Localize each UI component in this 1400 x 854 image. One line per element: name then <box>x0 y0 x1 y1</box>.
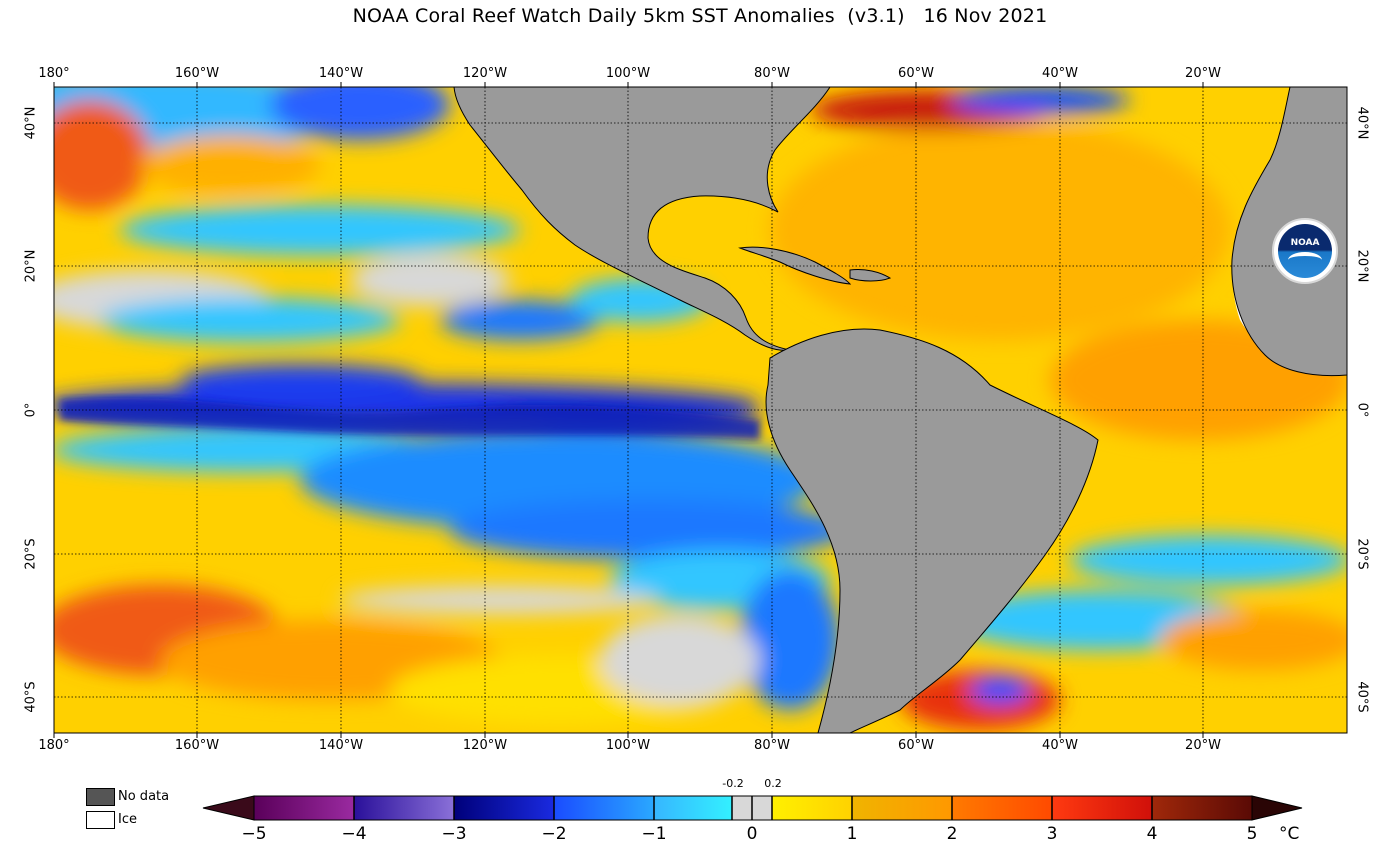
lon-label-top: 180° <box>38 66 70 81</box>
colorbar-tick-label: −2 <box>541 824 567 844</box>
south-america-land <box>765 328 1099 733</box>
lat-label-left: 40°N <box>23 106 39 140</box>
lat-label-right: 40°N <box>1354 106 1370 140</box>
lon-label-top: 160°W <box>174 66 220 81</box>
colorbar-tick-label: 5 <box>1246 824 1258 844</box>
lat-label-right: 40°S <box>1354 681 1370 713</box>
lon-label-bottom: 120°W <box>462 738 508 753</box>
lat-label-right: 20°S <box>1354 538 1370 570</box>
graticule <box>54 87 1347 733</box>
colorbar-tick-label: −5 <box>241 824 267 844</box>
colorbar-small-label: -0.2 <box>722 777 744 790</box>
lon-label-top: 120°W <box>462 66 508 81</box>
bird-icon <box>1288 252 1322 268</box>
lat-label-left: 20°N <box>23 249 39 283</box>
hispaniola-land <box>849 269 892 282</box>
lat-label-right: 0° <box>1354 402 1370 418</box>
colorbar-unit: °C <box>1279 824 1300 844</box>
logo-text: NOAA <box>1290 238 1320 248</box>
lon-label-bottom: 180° <box>38 738 70 753</box>
lon-label-bottom: 80°W <box>754 738 790 753</box>
lat-label-left: 40°S <box>23 681 39 713</box>
lon-label-top: 100°W <box>605 66 651 81</box>
equatorial-cold-tongue <box>60 397 760 440</box>
map-frame <box>53 86 1348 734</box>
lon-label-bottom: 20°W <box>1185 738 1221 753</box>
lon-label-top: 40°W <box>1042 66 1078 81</box>
ice-swatch <box>86 811 115 829</box>
noaa-logo: NOAA <box>1272 218 1338 284</box>
lon-label-top: 20°W <box>1185 66 1221 81</box>
lon-label-top: 60°W <box>898 66 934 81</box>
colorbar-tick-label: 3 <box>1046 824 1058 844</box>
lon-label-top: 140°W <box>318 66 364 81</box>
colorbar-small-label: 0.2 <box>764 777 782 790</box>
north-america-land <box>453 87 831 351</box>
lon-label-bottom: 60°W <box>898 738 934 753</box>
no-data-swatch <box>86 788 115 806</box>
map-title: NOAA Coral Reef Watch Daily 5km SST Anom… <box>352 5 1048 27</box>
lon-label-bottom: 140°W <box>318 738 364 753</box>
colorbar-tick-label: 0 <box>746 824 758 844</box>
ice-label: Ice <box>118 812 137 827</box>
colorbar-tick-label: −4 <box>341 824 367 844</box>
colorbar-tick-label: −1 <box>641 824 667 844</box>
cuba-land <box>738 246 852 285</box>
colorbar-tick-label: −3 <box>441 824 467 844</box>
lon-label-bottom: 160°W <box>174 738 220 753</box>
lat-label-right: 20°N <box>1354 249 1370 283</box>
lat-label-left: 0° <box>23 402 39 418</box>
lon-label-bottom: 100°W <box>605 738 651 753</box>
lon-label-top: 80°W <box>754 66 790 81</box>
lon-label-bottom: 40°W <box>1042 738 1078 753</box>
lat-label-left: 20°S <box>23 538 39 570</box>
colorbar-tick-label: 1 <box>846 824 858 844</box>
colorbar-tick-label: 4 <box>1146 824 1158 844</box>
axis-ticks <box>53 82 1204 738</box>
no-data-label: No data <box>118 789 170 804</box>
colorbar-tick-label: 2 <box>946 824 958 844</box>
land <box>453 87 1347 733</box>
